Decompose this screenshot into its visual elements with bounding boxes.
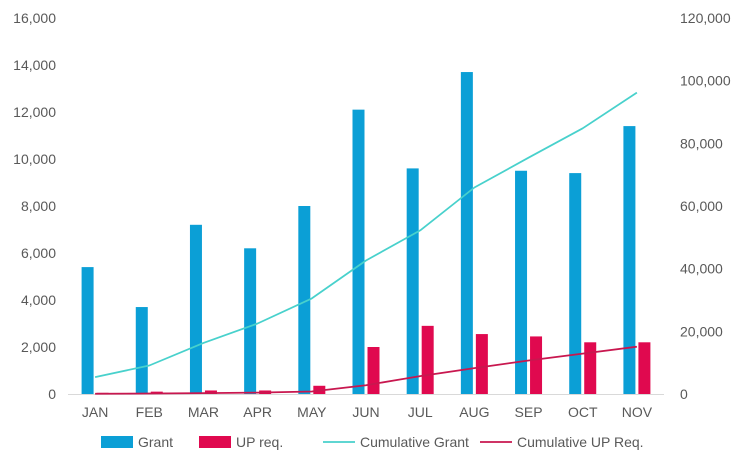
- right-axis-tick-label: 100,000: [680, 73, 731, 89]
- legend-label-cumulative-up-req: Cumulative UP Req.: [517, 434, 644, 450]
- right-axis-tick-label: 40,000: [680, 261, 723, 277]
- bar-grant: [244, 248, 257, 394]
- left-axis-tick-label: 14,000: [13, 57, 56, 73]
- bar-grant: [298, 206, 311, 394]
- bar-grant: [623, 126, 636, 394]
- left-axis-tick-label: 8,000: [21, 198, 56, 214]
- line-cumulative-up-req: [95, 345, 638, 395]
- left-axis-tick-label: 10,000: [13, 151, 56, 167]
- left-axis-tick-label: 4,000: [21, 292, 56, 308]
- right-axis-tick-label: 120,000: [680, 10, 731, 26]
- legend-label-grant: Grant: [138, 434, 173, 450]
- legend-label-up-req: UP req.: [236, 434, 283, 450]
- left-axis-tick-label: 2,000: [21, 339, 56, 355]
- right-axis-tick-label: 0: [680, 386, 688, 402]
- legend-label-cumulative-grant: Cumulative Grant: [360, 434, 469, 450]
- x-axis-tick-label: MAR: [188, 404, 219, 420]
- bar-grant: [406, 168, 419, 394]
- bar-grant: [135, 307, 148, 394]
- x-axis-tick-label: AUG: [459, 404, 489, 420]
- bar-up-req: [638, 342, 651, 394]
- x-axis-tick-label: MAY: [297, 404, 327, 420]
- x-axis-tick-label: JAN: [82, 404, 108, 420]
- x-axis-tick-label: SEP: [515, 404, 543, 420]
- right-axis-tick-label: 80,000: [680, 135, 723, 151]
- x-axis-tick-label: APR: [243, 404, 272, 420]
- x-axis-tick-label: JUN: [352, 404, 379, 420]
- bar-grant: [569, 173, 582, 394]
- bar-up-req: [475, 334, 488, 394]
- bar-up-req: [421, 325, 434, 394]
- bar-grant: [515, 170, 528, 394]
- left-axis-tick-label: 16,000: [13, 10, 56, 26]
- legend-swatch-up-req: [199, 436, 231, 448]
- bar-grant: [189, 224, 202, 394]
- line-cumulative-grant: [94, 91, 638, 378]
- bar-grant: [81, 267, 94, 394]
- x-axis-tick-label: JUL: [408, 404, 433, 420]
- bar-up-req: [584, 342, 597, 394]
- bar-grant: [352, 109, 365, 395]
- left-axis-tick-label: 6,000: [21, 245, 56, 261]
- left-axis-tick-label: 12,000: [13, 104, 56, 120]
- x-axis-tick-label: FEB: [136, 404, 163, 420]
- right-axis-tick-label: 20,000: [680, 323, 723, 339]
- bar-up-req: [367, 347, 380, 394]
- legend-swatch-grant: [101, 436, 133, 448]
- left-axis-tick-label: 0: [48, 386, 56, 402]
- bar-up-req: [530, 336, 543, 394]
- bar-grant: [460, 72, 473, 395]
- x-axis-tick-label: NOV: [622, 404, 653, 420]
- x-axis-tick-label: OCT: [568, 404, 598, 420]
- right-axis-tick-label: 60,000: [680, 198, 723, 214]
